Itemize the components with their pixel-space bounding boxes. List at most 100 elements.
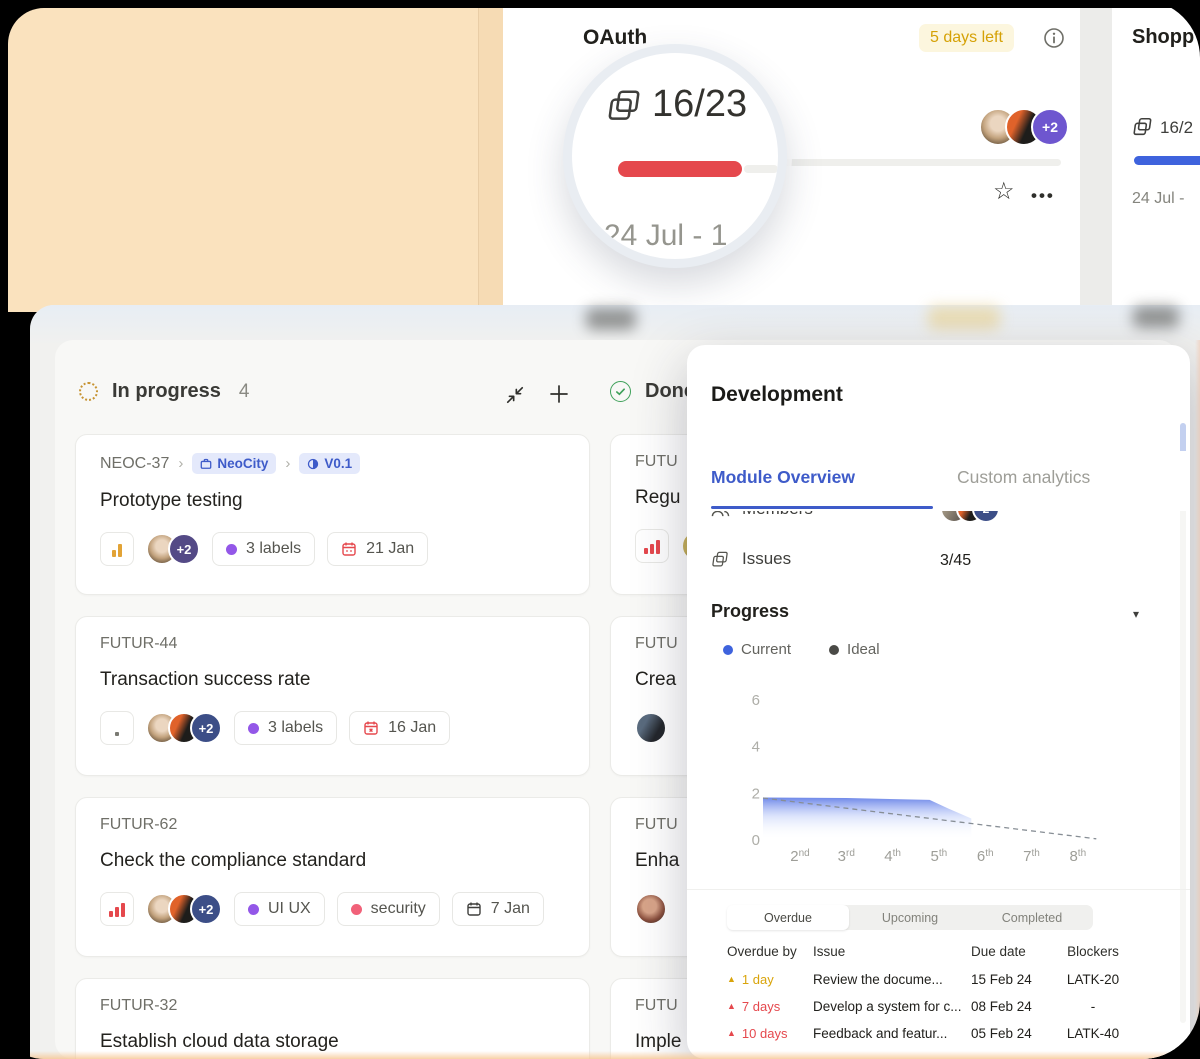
svg-text:8th: 8th [1069,848,1086,865]
svg-text:5th: 5th [931,848,948,865]
badge-label: V0.1 [324,456,353,471]
labels-chip[interactable]: 3 labels [212,532,316,566]
table-row[interactable]: ▲ 1 day Review the docume... 15 Feb 24 LA… [727,966,1157,992]
breadcrumb-separator: › [178,455,184,472]
issues-stack-icon [1132,116,1154,138]
star-icon[interactable]: ☆ [993,178,1015,205]
issue-card[interactable]: FUTUR-44 Transaction success rate +2 3 l… [75,616,590,776]
chevron-down-icon[interactable]: ▾ [1133,607,1140,621]
avatar-more: +2 [1031,108,1069,146]
avatar-more: +2 [190,893,222,925]
card-id: FUTU [635,816,678,833]
col-header: Issue [813,943,846,959]
due-date-chip[interactable]: 21 Jan [327,532,429,566]
progress-bar-magnified [618,161,742,177]
avatar [635,893,667,925]
card-avatars[interactable]: +2 [146,712,222,744]
members-label: Members [742,511,813,519]
priority-medium-icon [100,532,134,566]
card-title: Enha [635,850,680,871]
chart-legend: Current Ideal [723,641,880,658]
issue-cell: Review the docume... [813,971,943,987]
col-header: Due date [971,943,1026,959]
issues-count: 16/2 [1160,118,1194,137]
svg-text:7th: 7th [1023,848,1040,865]
due-date-cell: 05 Feb 24 [971,1025,1032,1041]
card-id: NEOC-37 [100,454,170,472]
divider [687,889,1190,890]
version-badge[interactable]: V0.1 [299,453,361,474]
column-title: In progress [112,380,221,402]
scrollbar-track[interactable] [1180,423,1186,1023]
card-id: FUTUR-32 [100,997,178,1014]
issues-value: 3/45 [940,552,972,569]
issues-stack-icon [712,551,728,566]
card-avatars[interactable]: +2 [146,893,222,925]
issue-card[interactable]: FUTUR-32 Establish cloud data storage [75,978,590,1059]
briefcase-icon [201,458,212,469]
tab-custom-analytics[interactable]: Custom analytics [957,467,1091,487]
table-row[interactable]: ▲ 10 days Feedback and featur... 05 Feb 2… [727,1020,1157,1046]
warning-triangle-icon: ▲ [727,1001,736,1011]
right-edge-glow [1195,340,1200,1029]
date-range-magnified: 24 Jul - 1 [604,219,728,252]
avatar-more: +2 [190,712,222,744]
progress-track-magnified [744,165,778,173]
issues-count-magnified: 16/23 [652,83,748,125]
due-date-chip[interactable]: 7 Jan [451,892,544,926]
panel-content: Members 2 Issues 3/45 Progress ▾ Current… [687,511,1190,1059]
column-header-done: Done [610,380,695,403]
svg-text:2: 2 [752,785,760,802]
label-chip-uiux[interactable]: UI UX [234,892,325,926]
info-icon[interactable] [1043,27,1065,49]
progress-bar [1134,156,1200,165]
svg-text:6th: 6th [977,848,994,865]
calendar-icon [342,542,356,556]
table-row[interactable]: ▲ 7 days Develop a system for c... 08 Feb… [727,993,1157,1019]
breadcrumb-separator: › [285,455,291,472]
more-menu-icon[interactable]: ••• [1031,186,1055,205]
svg-text:6: 6 [752,692,760,709]
col-header: Overdue by [727,943,797,959]
svg-text:4: 4 [752,739,760,756]
tab-upcoming[interactable]: Upcoming [881,910,939,925]
labels-chip[interactable]: 3 labels [234,711,338,745]
assignee-avatars[interactable]: +2 [979,108,1069,146]
add-card-icon[interactable] [547,382,571,406]
card-id: FUTUR-44 [100,635,178,652]
members-avatars[interactable]: 2 [940,511,1000,523]
shop-module-card: Shopp 16/2 24 Jul - [1112,8,1200,312]
tab-completed[interactable]: Completed [1001,910,1063,925]
label-chip-security[interactable]: security [336,892,440,926]
due-date-cell: 15 Feb 24 [971,971,1032,987]
blurred-artifact [586,308,636,330]
issue-card[interactable]: NEOC-37 › NeoCity › V0.1 Prototype testi… [75,434,590,595]
due-date-chip[interactable]: 16 Jan [349,711,451,745]
avatar [635,712,667,744]
development-panel: Development Module Overview Custom analy… [687,345,1190,1059]
half-circle-icon [308,458,319,469]
card-title: Transaction success rate [100,669,311,690]
burndown-chart: 6 4 2 0 2nd 3rd 4th 5th 6th 7th 8th [752,692,1097,865]
progress-section-label: Progress [711,601,790,621]
collapse-column-icon[interactable] [505,385,525,405]
bottom-edge-glow [30,1051,1200,1059]
issues-row: Issues [711,549,791,569]
active-tab-underline [711,506,933,509]
issue-card[interactable]: FUTUR-62 Check the compliance standard +… [75,797,590,957]
tab-overdue[interactable]: Overdue [727,905,849,930]
members-icon [711,511,730,516]
scrollbar-thumb[interactable] [1180,423,1186,461]
warning-triangle-icon: ▲ [727,974,736,984]
column-count: 4 [238,380,250,402]
card-id: FUTU [635,453,678,470]
card-id: FUTU [635,635,678,652]
tab-module-overview[interactable]: Module Overview [711,467,855,487]
card-avatars[interactable]: +2 [146,533,200,565]
issue-cell: Develop a system for c... [813,998,962,1014]
svg-text:3rd: 3rd [838,848,855,865]
priority-high-icon [635,529,669,563]
card-id: FUTU [635,997,678,1014]
project-badge[interactable]: NeoCity [192,453,277,474]
